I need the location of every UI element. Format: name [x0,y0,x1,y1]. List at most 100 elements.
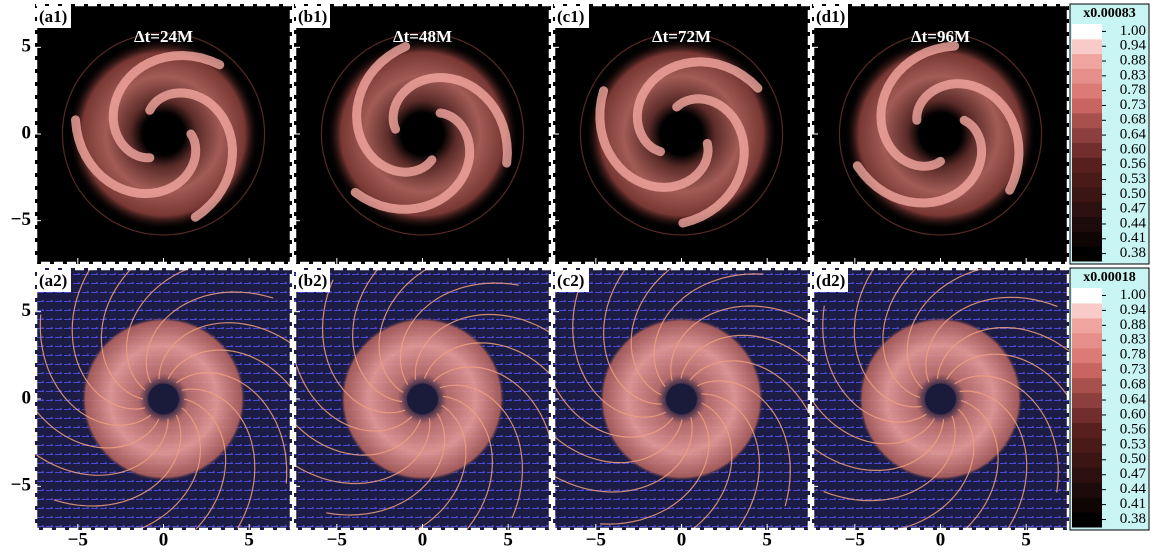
field-line [602,268,662,405]
colorbar-tick-label: 0.41 [1120,230,1146,246]
spiral-arm [912,79,1024,195]
field-line [294,418,431,485]
colorbar-tick-label: 0.60 [1120,141,1146,157]
colorbar-cell [1072,231,1102,247]
panel-label-bg [37,270,71,292]
colorbar-cell [1072,53,1102,69]
spiral-arm [388,73,512,168]
outer-ring [838,32,1043,236]
field-line [181,388,256,529]
field-line [125,268,192,391]
colorbar-tick-label: 0.56 [1120,156,1147,172]
colorbar-tick-label: 0.38 [1120,245,1146,261]
colorbar-cell [1072,512,1102,528]
panel-image [553,4,810,264]
colorbar-tick-label: 0.68 [1120,112,1146,128]
colorbar-cell [1072,377,1102,394]
panel-title: Δt=48M [393,27,452,46]
field-line [378,268,430,393]
colorbar-cell [1072,142,1102,158]
panel-label-bg [296,6,330,28]
field-line [630,268,673,396]
field-line [158,322,292,380]
field-line [39,314,152,426]
field-line [53,414,182,507]
colorbar-tick-label: 0.94 [1120,302,1147,318]
field-line [572,291,667,418]
field-line [183,398,227,530]
colorbar-tick-label: 0.47 [1120,201,1147,217]
panel-image [812,4,1069,264]
y-tick-label: 0 [22,122,32,143]
field-line [321,279,406,414]
field-line [553,417,693,493]
outer-ring [320,32,525,236]
x-tick-label: −5 [845,529,865,550]
field-line [71,269,146,410]
colorbar-tick-label: 0.50 [1120,186,1146,202]
colorbar-tick-label: 0.64 [1120,127,1147,143]
panel: (b1) Δt=48M [293,3,552,265]
colorbar-tick-label: 1.00 [1120,23,1146,39]
shadow [925,383,956,415]
colorbar-cell [1072,437,1102,453]
x-tick-label: 5 [503,529,513,550]
field-line [936,327,1069,379]
colorbar-tick-label: 0.60 [1120,406,1146,422]
spiral-arm [352,42,437,177]
y-tick-label: 5 [22,36,32,57]
panel-label: (d2) [816,271,845,290]
field-line [959,390,1028,530]
colorbar-tick-label: 0.64 [1120,391,1147,407]
colorbar-tick-label: 0.53 [1120,436,1146,452]
colorbar-tick-label: 0.83 [1120,332,1146,348]
panel-image [812,268,1069,530]
field-line [812,419,945,471]
field-line [439,384,524,519]
field-line [294,354,413,432]
colorbar-cell [1072,317,1102,334]
field-line [35,418,169,476]
panel-title: Δt=24M [134,27,193,46]
spiral-arm [595,86,713,192]
colorbar-cell [1072,288,1102,304]
spiral-arm [350,108,475,214]
panel: (d1) Δt=96M [811,3,1070,265]
x-tick-label: 0 [418,529,428,550]
colorbar-cell [1072,467,1102,483]
panel-label: (a1) [39,7,67,26]
colorbar-tick-label: 0.44 [1120,481,1147,497]
panel-label: (c1) [557,7,584,26]
colorbar-cell [1072,347,1102,364]
panel: (c1) Δt=72M [552,3,811,265]
field-line [853,268,922,408]
spiral-arm [145,88,238,222]
colorbar-tick-label: 0.50 [1120,451,1146,467]
colorbar-cell [1072,332,1102,349]
field-line [553,419,683,464]
x-tick-label: 5 [244,529,254,550]
shadow [660,113,703,155]
field-line [954,375,1059,493]
colorbar-tick-label: 0.44 [1120,215,1147,231]
field-line [680,334,810,379]
panel-label-bg [555,6,589,28]
spiral-arm [672,94,749,228]
spiral-arm [108,50,225,163]
field-line [432,366,551,444]
colorbar-cell [1072,186,1102,203]
colorbar-cell [1072,407,1102,423]
colorbar-cell [1072,98,1102,114]
outer-ring [579,32,784,236]
colorbar-tick-label: 0.88 [1120,317,1146,333]
field-line [670,305,810,381]
panel: (a2) −5 0 5 −5 0 5 [11,267,293,550]
spiral-arm [876,41,960,171]
colorbar-cell [1072,497,1102,513]
x-tick-label: 5 [1021,529,1031,550]
spiral-arm [852,115,987,208]
colorbar: x0.00018 0.380.410.440.470.500.530.560.60… [1069,267,1150,531]
colorbar: x0.00083 0.380.410.440.470.500.530.560.60… [1069,3,1150,265]
field-line [414,313,551,380]
colorbar-cell [1072,157,1102,173]
